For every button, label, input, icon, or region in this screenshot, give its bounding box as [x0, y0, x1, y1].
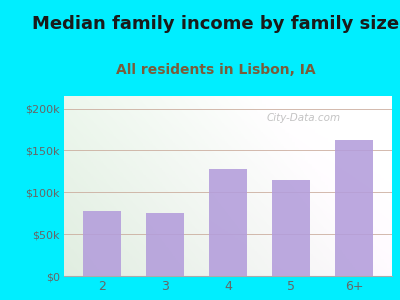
Text: All residents in Lisbon, IA: All residents in Lisbon, IA: [116, 63, 316, 77]
Bar: [272, 180, 310, 276]
Text: City-Data.com: City-Data.com: [266, 112, 340, 123]
Bar: [83, 211, 121, 276]
Bar: [209, 169, 247, 276]
Text: Median family income by family size: Median family income by family size: [32, 15, 400, 33]
Bar: [335, 140, 373, 276]
Bar: [146, 213, 184, 276]
